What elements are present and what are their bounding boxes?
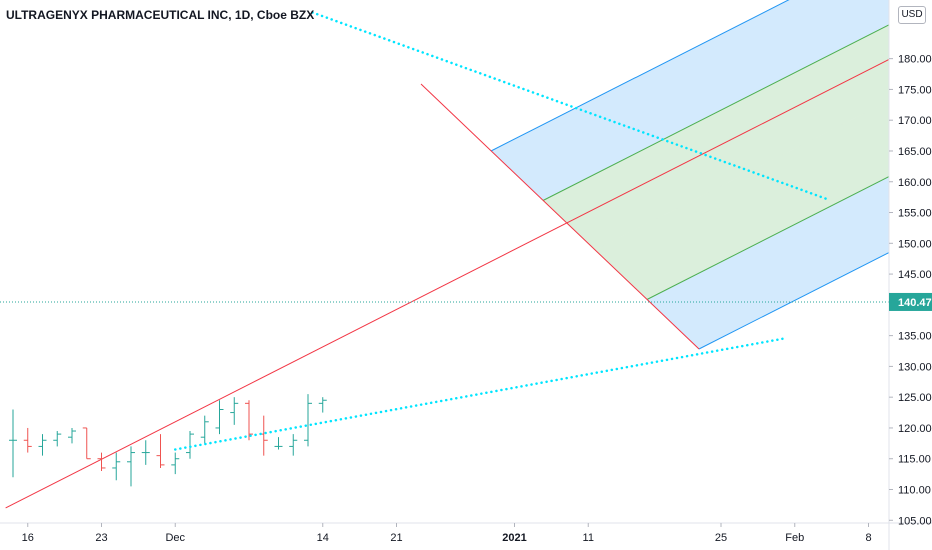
price-tick-label: 165.00 xyxy=(898,146,932,158)
pitchfork-lower-inner-band xyxy=(595,100,889,300)
pitchfork-line-layer xyxy=(5,0,889,509)
ohlc-bar xyxy=(141,440,150,465)
pitchfork-upper-outer-band xyxy=(491,0,889,201)
time-tick-label: 23 xyxy=(95,532,107,544)
last-price-label: 140.47 xyxy=(898,297,932,309)
price-tick-label: 150.00 xyxy=(898,238,932,250)
pitchfork-upper-outer-line xyxy=(490,0,790,152)
ohlc-bar xyxy=(112,452,121,481)
time-tick-label: 14 xyxy=(317,532,329,544)
dotted-trendline-2 xyxy=(311,11,832,202)
time-tick-label: Feb xyxy=(785,532,804,544)
ohlc-bar xyxy=(23,427,32,453)
ohlc-bar xyxy=(274,437,283,450)
price-tick-label: 125.00 xyxy=(898,392,932,404)
currency-button[interactable]: USD xyxy=(898,6,926,24)
chart-title: ULTRAGENYX PHARMACEUTICAL INC, 1D, Cboe … xyxy=(6,8,315,22)
pitchfork-lower-outer-line xyxy=(698,251,889,350)
ohlc-bar xyxy=(245,400,253,441)
ohlc-bar xyxy=(200,415,209,444)
pitchfork-lower-inner-line xyxy=(646,176,889,300)
ohlc-bar xyxy=(68,427,76,444)
ohlc-bar xyxy=(53,431,62,447)
dotted-trendline-1 xyxy=(174,337,785,451)
ohlc-bar xyxy=(127,446,135,487)
price-tick-label: 155.00 xyxy=(898,208,932,220)
price-tick-label: 180.00 xyxy=(898,54,932,66)
price-tick-label: 110.00 xyxy=(898,485,931,497)
time-tick-label: 25 xyxy=(715,532,727,544)
axis-label-layer: 105.00 110.00 115.00 120.00 125.00 130.00 135.… xyxy=(22,54,932,544)
price-tick-label: 115.00 xyxy=(898,454,931,466)
ohlc-bar xyxy=(186,431,194,459)
ohlc-bar-layer xyxy=(9,394,327,487)
pitchfork-median-line xyxy=(5,58,889,509)
ohlc-bar xyxy=(82,427,91,460)
trendline-layer xyxy=(0,11,889,451)
price-tick-label: 130.00 xyxy=(898,361,932,373)
time-tick-label: 21 xyxy=(390,532,402,544)
pitchfork-upper-inner-line xyxy=(542,24,889,201)
ohlc-bar xyxy=(97,452,106,472)
ohlc-bar xyxy=(156,434,165,468)
price-tick-label: 105.00 xyxy=(898,515,932,527)
time-tick-label: 8 xyxy=(865,532,871,544)
ohlc-bar xyxy=(289,434,298,456)
ohlc-bar xyxy=(171,452,180,475)
pitchfork-handle-line xyxy=(420,83,700,350)
ohlc-bar xyxy=(215,400,224,435)
price-tick-label: 135.00 xyxy=(898,331,932,343)
ohlc-bar xyxy=(259,415,268,456)
time-tick-label: 16 xyxy=(22,532,34,544)
pitchfork-fill-layer xyxy=(491,0,889,349)
price-tick-label: 175.00 xyxy=(898,84,932,96)
ohlc-bar xyxy=(304,394,312,447)
ohlc-bar xyxy=(9,409,17,478)
time-tick-label: Dec xyxy=(165,532,185,544)
ohlc-bar xyxy=(230,397,239,425)
pitchfork-upper-inner-band xyxy=(543,24,889,250)
ohlc-bar xyxy=(38,434,47,456)
time-tick-label: 2021 xyxy=(502,532,526,544)
pitchfork-lower-outer-band xyxy=(647,176,889,349)
price-tick-label: 160.00 xyxy=(898,177,932,189)
last-price-badge: 140.47 xyxy=(889,292,932,311)
price-tick-label: 170.00 xyxy=(898,115,932,127)
time-tick-label: 11 xyxy=(583,532,594,544)
price-tick-label: 145.00 xyxy=(898,269,932,281)
ohlc-bar xyxy=(318,397,327,413)
price-tick-label: 120.00 xyxy=(898,423,932,435)
last-price-badge-bg xyxy=(889,292,932,311)
